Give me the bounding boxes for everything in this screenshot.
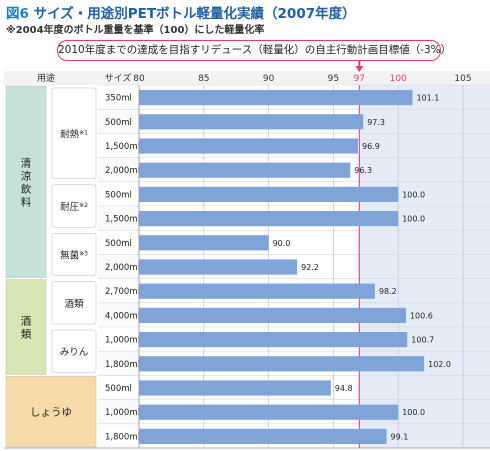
bar xyxy=(139,211,399,227)
bar xyxy=(139,90,413,106)
value-label: 100.0 xyxy=(402,215,425,224)
use-group-label: 涼 xyxy=(21,169,32,182)
target-zone-band xyxy=(359,85,490,448)
value-label: 96.9 xyxy=(362,142,380,151)
size-label: 1,800ml xyxy=(105,360,140,370)
use-group-label: 清 xyxy=(21,156,32,169)
size-cell-bg xyxy=(98,109,139,134)
x-tick-label: 90 xyxy=(263,74,275,84)
size-label: 500ml xyxy=(105,190,132,200)
value-label: 90.0 xyxy=(273,239,291,248)
bar xyxy=(139,428,387,444)
sub-use-label: 酒類 xyxy=(64,299,84,310)
target-callout: 2010年度までの達成を目指すリデュース（軽量化）の自主行動計画目標値（-3%） xyxy=(57,40,451,61)
figure-subtitle: ※2004年度のボトル重量を基準（100）にした軽量化率 xyxy=(6,25,265,36)
bar xyxy=(139,332,408,348)
use-group-label: 料 xyxy=(21,195,32,208)
x-tick-label: 100 xyxy=(390,74,407,84)
value-label: 100.0 xyxy=(402,408,425,417)
value-label: 102.0 xyxy=(428,360,451,369)
size-cell-bg xyxy=(98,181,139,206)
figure-number: 図6 xyxy=(6,6,29,22)
size-label: 2,000ml xyxy=(105,263,140,273)
x-tick-label: 85 xyxy=(198,74,209,84)
target-arrow-head xyxy=(355,66,364,72)
use-group-box xyxy=(5,279,47,375)
bar xyxy=(139,404,399,420)
use-group-label: 酒 xyxy=(21,315,32,328)
bar xyxy=(139,235,269,251)
x-tick-label: 97 xyxy=(354,74,365,84)
x-tick-label: 95 xyxy=(328,74,339,84)
size-label: 500ml xyxy=(105,118,132,128)
size-label: 2,000ml xyxy=(105,166,140,176)
value-label: 101.1 xyxy=(416,94,439,103)
bar xyxy=(139,283,375,299)
sub-use-note: ※3 xyxy=(79,250,88,257)
size-label: 500ml xyxy=(105,384,132,394)
bar xyxy=(139,162,351,178)
bar xyxy=(139,259,298,275)
size-label: 500ml xyxy=(105,239,132,249)
x-tick-label: 105 xyxy=(454,74,471,84)
sub-use-box xyxy=(51,232,97,276)
use-group-box xyxy=(5,85,47,278)
value-label: 100.7 xyxy=(411,336,434,345)
value-label: 100.6 xyxy=(410,311,433,320)
sub-use-note: ※2 xyxy=(79,202,88,209)
value-label: 92.2 xyxy=(301,263,319,272)
size-label: 1,000ml xyxy=(105,408,140,418)
size-cell-bg xyxy=(98,230,139,255)
size-cell-bg xyxy=(98,302,139,327)
x-tick-label: 80 xyxy=(133,74,145,84)
sub-use-box xyxy=(51,329,97,373)
size-cell-bg xyxy=(98,254,139,279)
sub-use-label: みりん xyxy=(60,347,89,358)
use-group-label: しょうゆ xyxy=(30,407,72,419)
sub-use-box xyxy=(51,281,97,325)
figure-title-text: サイズ・用途別PETボトル軽量化実績（2007年度） xyxy=(33,6,356,22)
size-label: 1,500ml xyxy=(105,215,140,225)
bar xyxy=(139,138,359,154)
size-label: 2,700ml xyxy=(105,287,140,297)
size-cell-bg xyxy=(98,375,139,400)
value-label: 96.3 xyxy=(354,166,372,175)
sub-use-note: ※1 xyxy=(79,129,88,136)
size-cell-bg xyxy=(98,327,139,352)
value-label: 100.0 xyxy=(402,190,425,199)
figure-title: 図6 サイズ・用途別PETボトル軽量化実績（2007年度） xyxy=(6,2,356,22)
size-cell-bg xyxy=(98,206,139,231)
use-column-header: 用途 xyxy=(37,72,55,84)
use-group-box xyxy=(5,376,97,448)
size-label: 4,000ml xyxy=(105,311,140,321)
value-label: 94.8 xyxy=(335,384,353,393)
size-cell-bg xyxy=(98,157,139,182)
bar xyxy=(139,380,331,396)
size-label: 1,500ml xyxy=(105,142,140,152)
bar xyxy=(139,186,399,202)
size-label: 350ml xyxy=(105,94,132,104)
value-label: 98.2 xyxy=(379,287,397,296)
bar xyxy=(139,114,364,130)
value-label: 97.3 xyxy=(367,118,385,127)
header-band xyxy=(4,71,490,85)
use-group-label: 飲 xyxy=(21,182,32,195)
sub-use-box xyxy=(51,87,97,180)
size-cell-bg xyxy=(98,278,139,303)
size-cell-bg xyxy=(98,133,139,158)
size-label: 1,000ml xyxy=(105,336,140,346)
bar xyxy=(139,307,406,323)
value-label: 99.1 xyxy=(391,432,409,441)
sub-use-box xyxy=(51,184,97,228)
size-cell-bg xyxy=(98,399,139,424)
size-cell-bg xyxy=(98,423,139,448)
size-cell-bg xyxy=(98,351,139,376)
size-column-header: サイズ xyxy=(105,72,132,84)
size-label: 1,800ml xyxy=(105,432,140,442)
bar xyxy=(139,356,425,372)
size-cell-bg xyxy=(98,85,139,110)
use-group-label: 類 xyxy=(21,329,32,341)
